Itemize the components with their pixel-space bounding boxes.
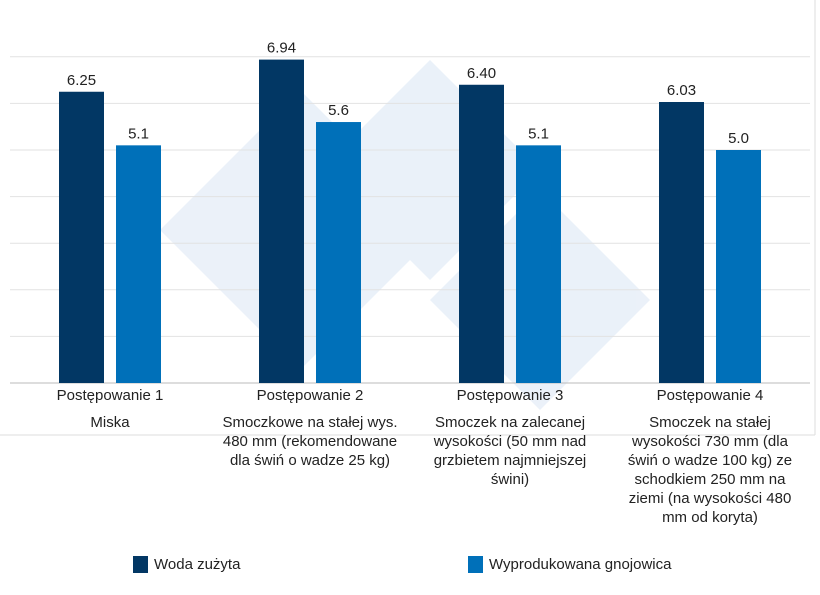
data-label: 6.03 [667,82,696,99]
category-label: Postępowanie 1 Miska [15,386,205,432]
data-label: 6.94 [267,40,296,57]
bar [516,145,561,383]
category-label: Postępowanie 2 Smoczkowe na stałej wys. 4… [215,386,405,470]
bar [316,122,361,383]
data-label: 5.1 [528,125,549,142]
legend-item-woda: Woda zużyta [133,556,240,573]
watermark [160,60,650,410]
category-label: Postępowanie 3 Smoczek na zalecanej wysok… [415,386,605,489]
bar [716,150,761,383]
category-name: Postępowanie 4 [656,387,764,404]
legend-label: Wyprodukowana gnojowica [489,556,672,573]
category-description: Smoczek na stałej wysokości 730 mm (dla … [627,414,793,526]
bar [659,102,704,383]
category-name: Postępowanie 3 [456,387,564,404]
data-label: 5.1 [128,125,149,142]
data-label: 5.0 [728,130,749,147]
legend-swatch [468,556,483,573]
bar [259,59,304,383]
category-description: Smoczkowe na stałej wys. 480 mm (rekomen… [222,414,398,469]
category-name: Postępowanie 2 [256,387,364,404]
legend-swatch [133,556,148,573]
category-description: Miska [90,414,130,431]
category-description: Smoczek na zalecanej wysokości (50 mm na… [433,414,587,488]
category-label: Postępowanie 4 Smoczek na stałej wysokośc… [615,386,805,527]
plot-area: 6.25 5.1 6.94 5.6 6.40 5.1 6.03 5.0 [0,0,816,436]
data-label: 6.40 [467,65,496,82]
data-label: 6.25 [67,72,96,89]
bar [459,84,504,383]
legend-item-gnojowica: Wyprodukowana gnojowica [468,556,671,573]
legend-label: Woda zużyta [154,556,241,573]
category-name: Postępowanie 1 [56,387,164,404]
bar [116,145,161,383]
bar [59,91,104,383]
data-label: 5.6 [328,102,349,119]
